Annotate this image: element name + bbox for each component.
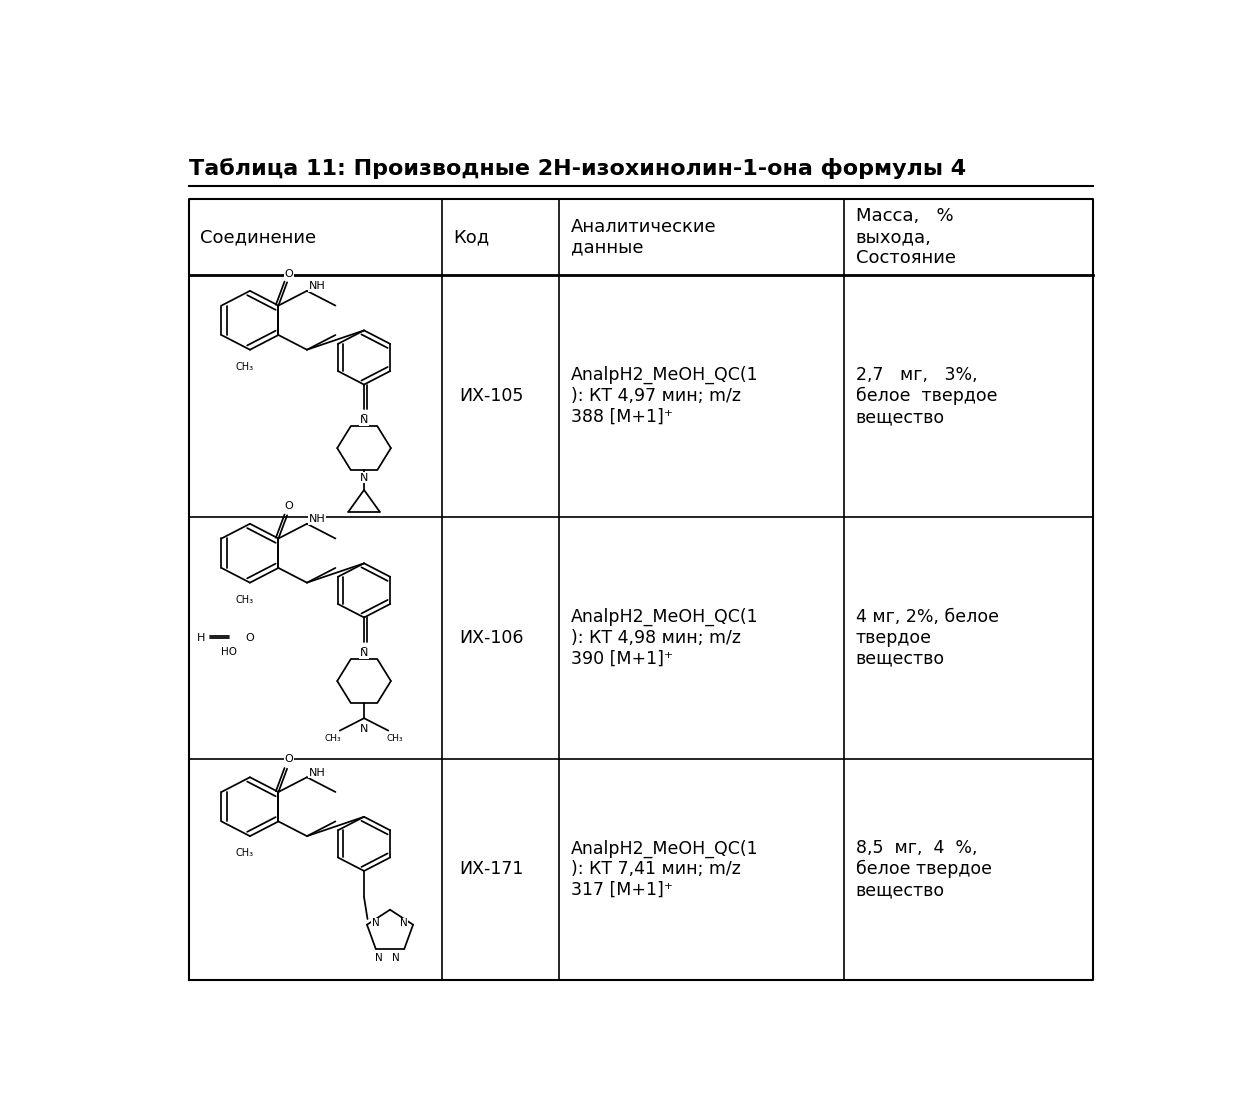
Text: O: O (360, 647, 369, 657)
Text: N: N (400, 918, 407, 928)
Text: CH₃: CH₃ (236, 362, 254, 372)
Text: Таблица 11: Производные 2Н-изохинолин-1-она формулы 4: Таблица 11: Производные 2Н-изохинолин-1-… (189, 159, 965, 179)
Text: N: N (360, 648, 369, 659)
Text: H: H (197, 634, 206, 644)
Text: 8,5  мг,  4  %,
белое твердое
вещество: 8,5 мг, 4 %, белое твердое вещество (856, 840, 992, 899)
Text: 4 мг, 2%, белое
твердое
вещество: 4 мг, 2%, белое твердое вещество (856, 608, 999, 667)
Text: CH₃: CH₃ (387, 733, 403, 742)
Text: CH₃: CH₃ (236, 849, 254, 859)
Text: HO: HO (221, 646, 237, 656)
Text: CH₃: CH₃ (325, 733, 341, 742)
Text: N: N (360, 724, 369, 735)
Text: Код: Код (453, 228, 490, 246)
Text: AnalpH2_MeOH_QC(1
): КТ 4,98 мин; m/z
390 [M+1]⁺: AnalpH2_MeOH_QC(1 ): КТ 4,98 мин; m/z 39… (571, 608, 758, 667)
Text: NH: NH (309, 282, 325, 291)
Text: NH: NH (309, 768, 325, 778)
Text: N: N (372, 918, 380, 928)
Text: AnalpH2_MeOH_QC(1
): КТ 4,97 мин; m/z
388 [M+1]⁺: AnalpH2_MeOH_QC(1 ): КТ 4,97 мин; m/z 38… (571, 366, 758, 426)
Text: Соединение: Соединение (200, 228, 316, 246)
Text: ИХ-171: ИХ-171 (459, 860, 524, 879)
Text: Аналитические
данные: Аналитические данные (571, 218, 716, 256)
Text: CH₃: CH₃ (236, 595, 254, 605)
Text: O: O (284, 501, 293, 511)
Text: N: N (392, 954, 400, 964)
Text: N: N (360, 415, 369, 425)
Text: N: N (375, 954, 382, 964)
Text: N: N (360, 473, 369, 483)
Text: O: O (360, 415, 369, 425)
Text: Масса,   %
выхода,
Состояние: Масса, % выхода, Состояние (856, 207, 956, 267)
Text: NH: NH (309, 514, 325, 524)
Text: O: O (284, 755, 293, 765)
Text: O: O (284, 268, 293, 278)
Text: AnalpH2_MeOH_QC(1
): КТ 7,41 мин; m/z
317 [M+1]⁺: AnalpH2_MeOH_QC(1 ): КТ 7,41 мин; m/z 31… (571, 840, 758, 899)
Text: ИХ-105: ИХ-105 (459, 387, 524, 405)
Text: O: O (246, 633, 254, 643)
Text: ИХ-106: ИХ-106 (459, 629, 524, 647)
Text: 2,7   мг,   3%,
белое  твердое
вещество: 2,7 мг, 3%, белое твердое вещество (856, 366, 998, 426)
